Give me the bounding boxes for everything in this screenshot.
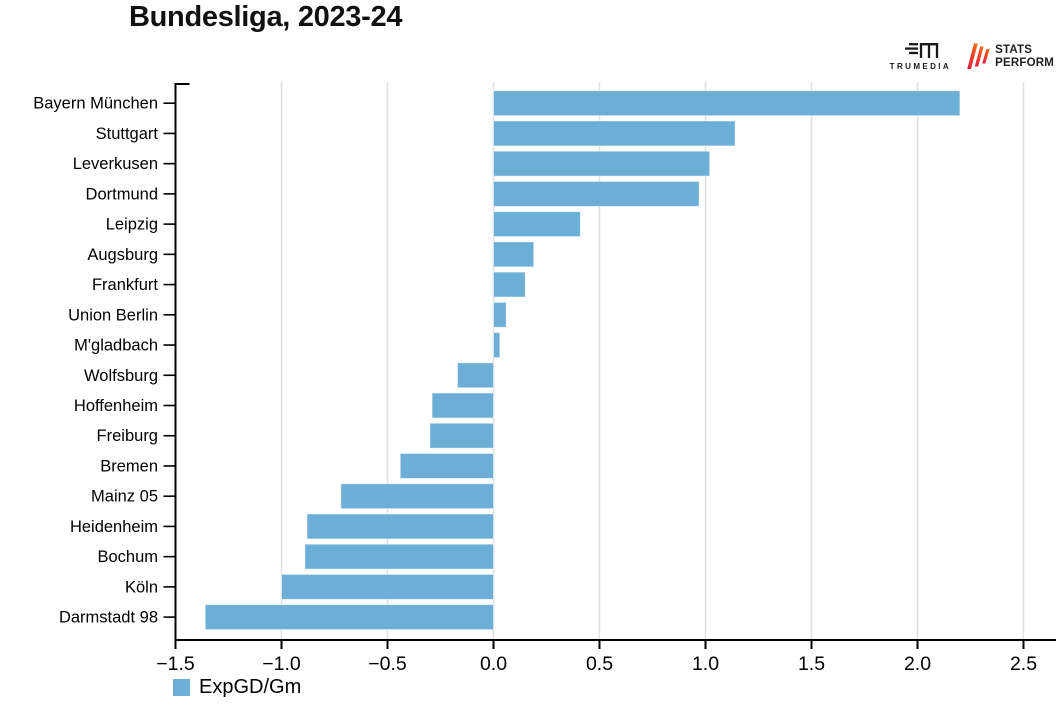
y-axis-label: Darmstadt 98	[59, 609, 158, 627]
legend-label: ExpGD/Gm	[199, 676, 302, 698]
x-axis-label: 1.5	[798, 653, 825, 675]
trumedia-label: TRUMEDIA	[889, 62, 952, 71]
statsperform-line1: STATS	[995, 44, 1033, 57]
y-axis-label: Frankfurt	[92, 276, 158, 294]
y-axis-label: Leverkusen	[73, 155, 158, 173]
y-axis-label: Dortmund	[86, 185, 158, 203]
page-title: Bundesliga, 2023-24	[129, 1, 403, 33]
legend-swatch	[173, 679, 190, 696]
statsperform-mark-icon	[967, 43, 990, 69]
x-axis-label: 2.0	[904, 653, 931, 675]
x-axis-label: −0.5	[368, 653, 407, 675]
bar	[493, 150, 711, 177]
x-axis-label: −1.0	[262, 653, 301, 675]
statsperform-logo: STATS PERFORM	[967, 43, 1054, 70]
bar	[204, 604, 494, 631]
bar	[431, 392, 494, 419]
bar	[429, 422, 494, 449]
y-axis-label: Bochum	[97, 548, 158, 566]
trumedia-mark-icon	[905, 43, 939, 58]
y-axis-label: Augsburg	[87, 246, 158, 264]
x-axis-label: 2.5	[1010, 653, 1037, 675]
trumedia-logo: TRUMEDIA	[890, 42, 951, 71]
x-axis-label: 0.5	[586, 653, 613, 675]
y-axis-label: Stuttgart	[96, 125, 159, 143]
bar	[456, 362, 494, 389]
x-axis-label: −1.5	[156, 653, 195, 675]
bar	[493, 332, 501, 359]
y-axis-label: Heidenheim	[70, 518, 158, 536]
bar	[304, 543, 494, 570]
y-axis-label: Bremen	[100, 457, 158, 475]
y-axis-label: Freiburg	[97, 427, 158, 445]
x-axis-label: 1.0	[692, 653, 719, 675]
bar	[493, 241, 535, 268]
y-axis-label: Hoffenheim	[74, 397, 158, 415]
y-axis-label: Leipzig	[106, 216, 158, 234]
statsperform-label: STATS PERFORM	[995, 44, 1054, 69]
x-axis-label: 0.0	[480, 653, 507, 675]
bar	[493, 90, 961, 117]
bar	[399, 452, 494, 479]
y-axis-label: Mainz 05	[91, 488, 158, 506]
bar	[493, 271, 526, 298]
bar	[306, 513, 494, 540]
bar	[493, 180, 700, 207]
y-axis-label: M'gladbach	[74, 337, 158, 355]
bar	[493, 211, 581, 238]
bar	[281, 573, 494, 600]
branding: TRUMEDIA STATS PERFORM	[890, 42, 1054, 71]
y-axis-label: Union Berlin	[68, 306, 158, 324]
bar	[340, 483, 494, 510]
bar	[493, 120, 736, 147]
y-axis-label: Köln	[125, 578, 158, 596]
bar	[493, 301, 507, 328]
statsperform-line2: PERFORM	[995, 56, 1054, 69]
legend: ExpGD/Gm	[173, 676, 301, 699]
y-axis-label: Wolfsburg	[84, 367, 158, 385]
y-axis-label: Bayern München	[33, 95, 158, 113]
